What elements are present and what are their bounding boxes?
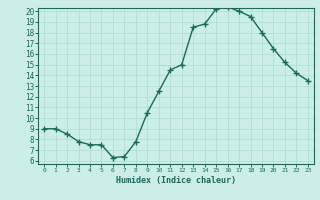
X-axis label: Humidex (Indice chaleur): Humidex (Indice chaleur) bbox=[116, 176, 236, 185]
